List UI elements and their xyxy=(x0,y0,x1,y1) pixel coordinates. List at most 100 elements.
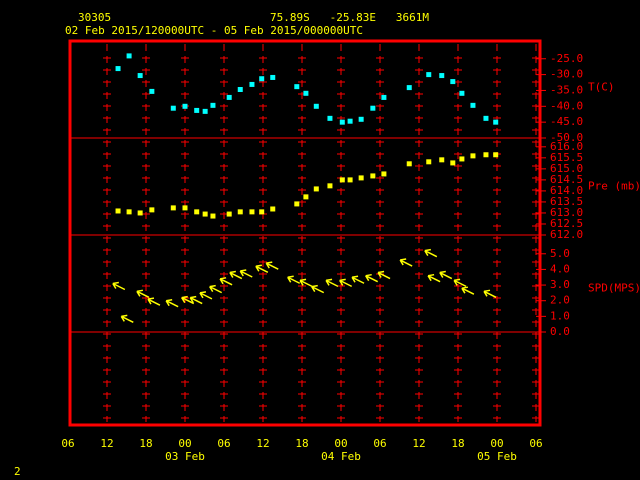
wind-arrow xyxy=(461,286,475,295)
y-tick-label: -30.0 xyxy=(550,68,583,81)
point xyxy=(381,94,387,100)
point xyxy=(210,213,216,219)
wind-arrow xyxy=(147,297,161,306)
point xyxy=(294,201,300,207)
wind-arrow xyxy=(424,248,438,258)
date-label: 05 Feb xyxy=(477,450,517,463)
point xyxy=(182,103,188,109)
y-tick-label: 5.0 xyxy=(550,247,570,260)
date-label: 03 Feb xyxy=(165,450,205,463)
point xyxy=(470,153,476,159)
wind-arrow xyxy=(399,258,413,267)
y-axis-label: Pre (mb) xyxy=(588,180,640,193)
wind-arrow xyxy=(120,314,134,324)
point xyxy=(226,211,232,217)
wind-arrow xyxy=(287,275,301,284)
point xyxy=(470,102,476,108)
y-axis-label: SPD(MPS) xyxy=(588,282,640,295)
point xyxy=(450,160,456,166)
x-tick-label: 00 xyxy=(178,437,191,450)
wind-arrow xyxy=(165,298,179,308)
wind-arrow xyxy=(439,270,453,280)
y-tick-label: -40.0 xyxy=(550,99,583,112)
x-tick-label: 18 xyxy=(295,437,308,450)
point xyxy=(126,53,132,59)
point xyxy=(313,186,319,192)
point xyxy=(426,159,432,165)
point xyxy=(358,116,364,122)
y-tick-label: 2.0 xyxy=(550,294,570,307)
point xyxy=(370,105,376,111)
wind-arrow xyxy=(339,278,353,288)
date-label: 04 Feb xyxy=(321,450,361,463)
x-tick-label: 06 xyxy=(373,437,386,450)
point xyxy=(126,209,132,215)
wind-arrow xyxy=(136,289,150,298)
point xyxy=(202,211,208,217)
y-tick-label: -50.0 xyxy=(550,131,583,144)
point xyxy=(358,175,364,181)
wind-arrow xyxy=(325,278,339,288)
point xyxy=(483,152,489,158)
point xyxy=(483,115,489,121)
x-tick-label: 06 xyxy=(61,437,74,450)
point xyxy=(270,74,276,80)
wind-arrow xyxy=(209,284,223,294)
point xyxy=(259,76,265,82)
y-tick-label: 614.0 xyxy=(550,184,583,197)
point xyxy=(347,177,353,183)
point xyxy=(170,105,176,111)
wind-arrow xyxy=(351,275,365,284)
point xyxy=(450,79,456,85)
y-tick-label: -25.0 xyxy=(550,52,583,65)
y-tick-label: -35.0 xyxy=(550,83,583,96)
point xyxy=(439,157,445,163)
point xyxy=(237,87,243,92)
y-tick-label: 0.0 xyxy=(550,325,570,338)
y-tick-label: 1.0 xyxy=(550,309,570,322)
y-tick-label: 612.5 xyxy=(550,217,583,230)
y-tick-label: 613.5 xyxy=(550,195,583,208)
point xyxy=(493,119,499,125)
wind-arrow xyxy=(311,284,325,294)
x-tick-label: 06 xyxy=(217,437,230,450)
point xyxy=(406,161,412,167)
point xyxy=(327,115,333,121)
page-number: 2 xyxy=(14,465,21,478)
y-tick-label: 613.0 xyxy=(550,206,583,219)
wind-arrow xyxy=(255,264,269,273)
location: 75.89S -25.83E 3661M xyxy=(270,11,429,24)
y-tick-label: 3.0 xyxy=(550,278,570,291)
y-tick-label: 615.5 xyxy=(550,151,583,164)
wind-arrow xyxy=(427,273,441,283)
point xyxy=(406,85,412,91)
y-tick-label: 612.0 xyxy=(550,228,583,241)
x-tick-label: 12 xyxy=(256,437,269,450)
point xyxy=(115,208,121,214)
point xyxy=(370,173,376,179)
point xyxy=(226,94,232,100)
wind-arrow xyxy=(365,273,379,283)
point xyxy=(303,194,309,200)
y-tick-label: 615.0 xyxy=(550,162,583,175)
wind-arrow xyxy=(377,270,391,280)
point xyxy=(327,183,333,189)
wind-arrow xyxy=(112,281,126,291)
point xyxy=(249,209,255,215)
point xyxy=(149,207,155,213)
y-tick-label: 616.0 xyxy=(550,140,583,153)
point xyxy=(202,108,208,114)
x-tick-label: 18 xyxy=(451,437,464,450)
point xyxy=(137,210,143,216)
point xyxy=(303,90,309,96)
wind-arrow xyxy=(189,295,203,305)
point xyxy=(194,209,200,215)
point xyxy=(249,81,255,87)
station-id: 30305 xyxy=(78,11,111,24)
point xyxy=(339,119,345,125)
point xyxy=(339,177,345,183)
wind-arrow xyxy=(229,270,243,280)
point xyxy=(237,209,243,215)
point xyxy=(459,90,465,96)
